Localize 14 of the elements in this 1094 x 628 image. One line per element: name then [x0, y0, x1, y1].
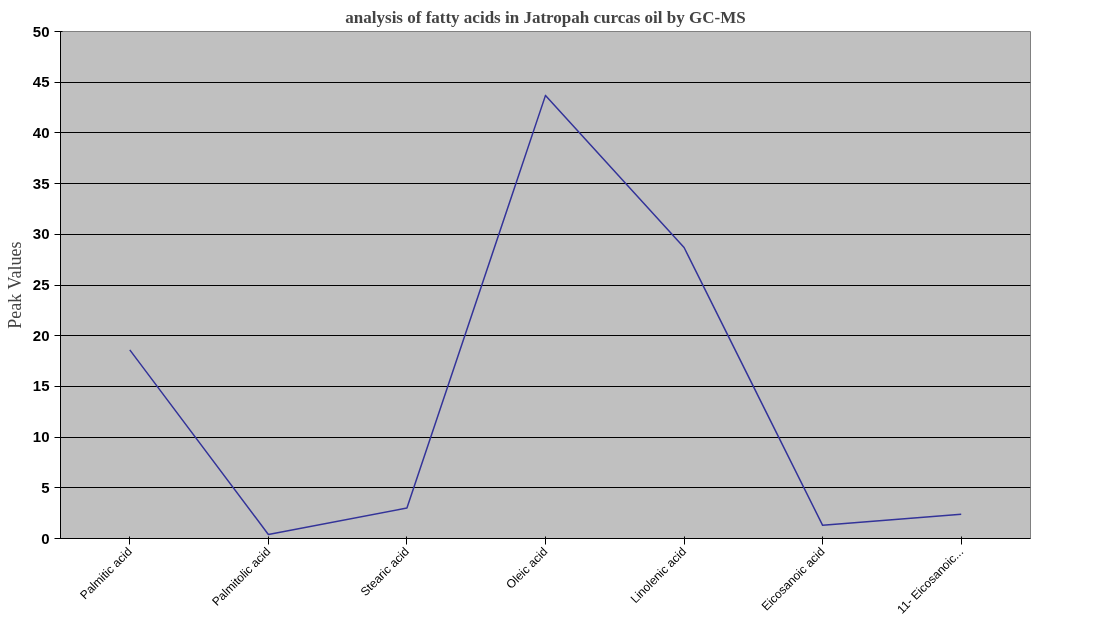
- line-series: [129, 94, 962, 536]
- y-tick-label: 50: [32, 22, 50, 40]
- y-tick-label: 25: [32, 276, 50, 293]
- y-tick-label: 40: [32, 123, 50, 141]
- y-tick-label: 45: [32, 73, 50, 91]
- y-tick-label: 15: [32, 377, 50, 395]
- y-tick-label: 10: [32, 428, 50, 446]
- y-tick-label: 35: [32, 174, 50, 192]
- y-tick-label: 0: [41, 529, 50, 547]
- y-tick-label: 30: [32, 225, 50, 243]
- y-tick-label: 5: [41, 478, 50, 496]
- y-axis-title: Peak Values: [4, 241, 25, 329]
- y-tick-label: 20: [32, 326, 50, 344]
- chart-title: analysis of fatty acids in Jatropah curcas oil by GC-MS: [345, 7, 746, 27]
